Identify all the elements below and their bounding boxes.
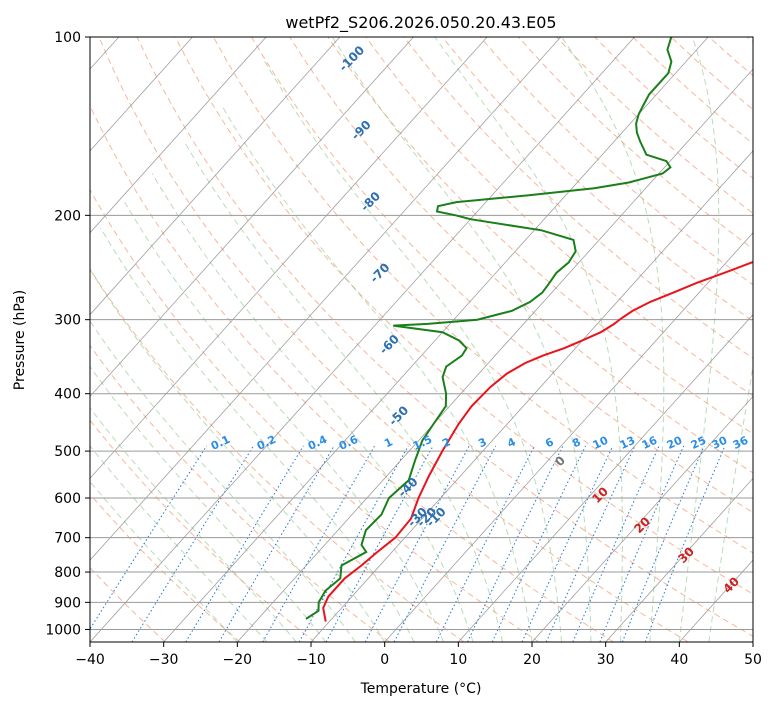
isotherm-line	[237, 68, 753, 642]
dry-adiabat-line	[289, 37, 753, 474]
moist-adiabat-line	[434, 37, 623, 642]
x-tick-label: −10	[296, 652, 326, 668]
dry-adiabat-line	[327, 37, 753, 435]
x-tick-label: −20	[223, 652, 253, 668]
mixing-ratio-line	[185, 445, 304, 642]
mixing-ratio-line	[599, 445, 685, 642]
data-series	[305, 37, 753, 622]
moist-adiabat-line	[678, 37, 720, 642]
dry-adiabat-line	[90, 104, 614, 642]
dry-adiabat-line	[90, 493, 241, 642]
dry-adiabat-line	[90, 268, 465, 642]
dry-adiabat-line	[212, 37, 753, 554]
isotherm-line	[90, 37, 267, 234]
mixing-ratio-line	[298, 445, 409, 642]
moist-adiabat-line	[151, 173, 474, 642]
isotherm-line	[384, 232, 753, 642]
dry-adiabat-line	[365, 37, 753, 397]
moist-adiabat-line	[708, 363, 753, 642]
x-tick-label: 10	[449, 652, 467, 668]
mixing-ratio-line	[325, 445, 434, 642]
x-tick-label: −40	[75, 652, 105, 668]
mixing-ratio-line	[491, 445, 587, 642]
moist-adiabat-line	[90, 365, 327, 642]
x-tick-label: 40	[670, 652, 688, 668]
mixing-ratio-label: 16	[640, 434, 660, 452]
x-tick-label: 50	[744, 652, 762, 668]
moist-adiabat-line	[90, 268, 386, 642]
moist-adiabat-line	[124, 201, 445, 642]
y-tick-label: 400	[54, 387, 81, 403]
mixing-ratio-label: 36	[731, 434, 751, 452]
mixing-ratio-line	[572, 445, 660, 642]
y-axis-label: Pressure (hPa)	[12, 290, 28, 390]
plot-background	[90, 37, 753, 642]
dry-adiabat-line	[90, 419, 316, 642]
y-tick-label: 100	[54, 30, 81, 46]
mixing-ratio-line	[435, 445, 535, 642]
y-tick-label: 200	[54, 208, 81, 224]
moist-adiabat-line	[90, 320, 356, 642]
y-tick-label: 1000	[45, 622, 81, 638]
mixing-ratio-line	[131, 445, 254, 642]
isotherm-line	[90, 37, 488, 479]
isotherm-line	[605, 477, 753, 642]
isotherm-line	[531, 395, 753, 642]
y-tick-label: 500	[54, 444, 81, 460]
chart-title: wetPf2_S206.2026.050.20.43.E05	[285, 13, 556, 33]
grid-lines	[90, 37, 753, 642]
moist-adiabat-line	[264, 61, 562, 642]
mixing-ratio-line	[90, 445, 208, 630]
y-axis-ticks: 1000 900 800 700 600 500 400 300 200 100	[45, 30, 90, 638]
mixing-ratio-label: 20	[665, 434, 685, 452]
x-tick-label: 0	[380, 652, 389, 668]
moist-adiabat-line	[90, 480, 238, 642]
temperature-line	[322, 260, 753, 622]
moist-adiabat-line	[220, 104, 533, 642]
dry-adiabat-line	[251, 37, 753, 514]
isotherm-line	[458, 313, 753, 642]
mixing-ratio-label: 13	[618, 434, 637, 452]
mixing-ratio-line	[393, 445, 497, 642]
isotherm-line	[163, 37, 709, 642]
x-axis-label: Temperature (°C)	[360, 681, 482, 697]
isotherm-line	[90, 37, 414, 398]
x-tick-label: −30	[149, 652, 179, 668]
mixing-ratio-label: 25	[689, 434, 708, 452]
x-tick-label: 20	[523, 652, 541, 668]
isotherm-line	[90, 37, 635, 642]
moist-adiabat-line	[90, 407, 297, 642]
moist-adiabat-line	[561, 37, 665, 642]
x-axis-ticks: −40 −30 −20 −10 0 10 20 30 40 50	[75, 642, 762, 668]
mixing-ratio-line	[218, 445, 335, 642]
mixing-ratio-line	[467, 445, 564, 642]
dry-adiabat-line	[98, 37, 689, 642]
mixing-ratio-label: 30	[710, 434, 730, 452]
y-tick-label: 700	[54, 531, 81, 547]
moist-adiabat-line	[331, 37, 592, 642]
dewpoint-line	[305, 37, 673, 620]
dry-adiabat-line	[90, 188, 540, 642]
moist-adiabat-line	[100, 227, 415, 642]
x-tick-label: 30	[597, 652, 615, 668]
plot-frame	[89, 36, 754, 643]
isotherm-line	[90, 37, 193, 152]
dry-adiabat-line	[403, 37, 753, 359]
y-tick-label: 600	[54, 491, 81, 507]
y-tick-label: 900	[54, 595, 81, 611]
y-tick-label: 300	[54, 313, 81, 329]
mixing-ratio-label: 10	[591, 434, 611, 452]
isotherm-line	[752, 641, 753, 642]
isotherm-line	[90, 37, 341, 316]
isotherm-line	[90, 37, 562, 561]
dry-adiabat-line	[90, 566, 166, 642]
y-tick-label: 800	[54, 565, 81, 581]
